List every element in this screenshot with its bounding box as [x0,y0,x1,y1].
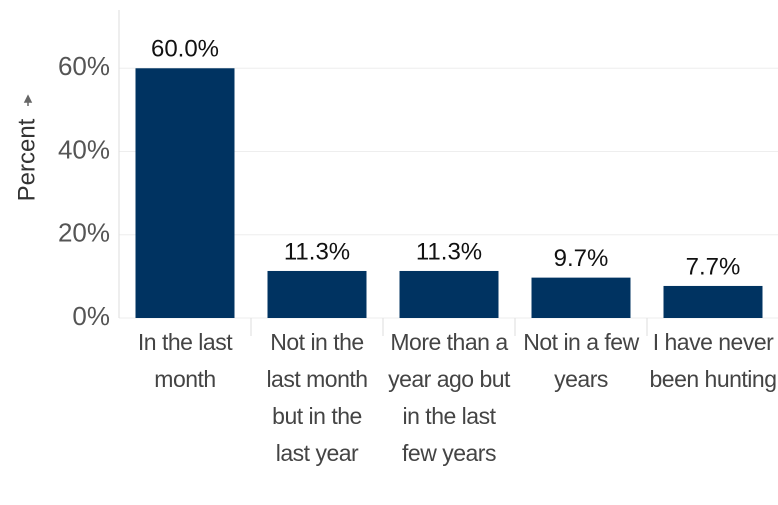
data-label: 7.7% [686,253,741,280]
data-label: 11.3% [284,238,350,265]
data-label: 9.7% [554,245,609,272]
y-axis-label: Percent [13,118,40,201]
y-tick-label: 60% [58,51,110,81]
x-tick-label: In the last month [137,329,233,392]
x-tick-label: More than a year ago but in the last few… [388,329,510,466]
bar [399,270,499,318]
y-tick-label: 0% [72,301,110,331]
x-tick-label: Not in a few years [523,329,639,392]
x-tick-label: I have never been hunting [649,329,777,392]
bar [267,270,367,318]
bar [135,68,235,319]
pin-icon [23,94,33,106]
bar [663,285,763,318]
y-tick-label: 20% [58,218,110,248]
data-label: 60.0% [151,36,219,63]
x-tick-label: Not in the last month but in the last ye… [266,329,368,466]
data-label: 11.3% [416,238,482,265]
bar [531,277,631,318]
y-tick-label: 40% [58,134,110,164]
